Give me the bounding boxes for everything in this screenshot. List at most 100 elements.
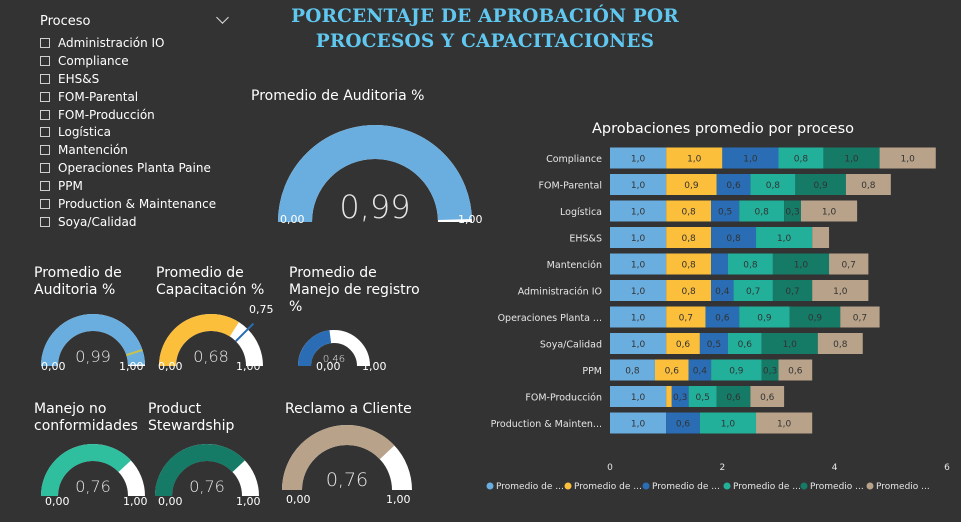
slicer-item[interactable]: PPM [40,177,235,195]
slicer-item[interactable]: FOM-Producción [40,106,235,124]
legend-item[interactable]: Promedio de ... [723,482,801,492]
checkbox[interactable] [40,163,50,174]
bar-segment[interactable] [840,306,880,328]
bar-segment[interactable] [716,386,751,407]
bar-segment[interactable] [610,412,667,434]
bar-segment[interactable] [733,280,773,301]
bar-segment[interactable] [699,412,757,434]
gauge-capacitacion[interactable]: 0,68 [156,312,266,370]
bar-segment[interactable] [666,253,712,275]
bar-segment[interactable] [722,147,779,169]
legend-item[interactable]: Promedio de ... [642,482,720,492]
bar-segment[interactable] [711,253,728,275]
slicer-item[interactable]: Soya/Calidad [40,213,235,231]
bar-segment[interactable] [610,200,667,222]
slicer-item[interactable]: EHS&S [40,70,235,88]
bar-segment[interactable] [784,200,801,222]
checkbox[interactable] [40,198,50,209]
gauge-cliente[interactable]: 0,76 [282,423,412,494]
bar-segment[interactable] [610,306,667,328]
bar-segment[interactable] [716,174,751,195]
checkbox[interactable] [40,181,50,192]
gauge-conformidades[interactable]: 0,76 [38,442,148,500]
bar-segment[interactable] [879,147,936,169]
checkbox[interactable] [40,55,50,66]
bar-segment[interactable] [705,306,740,328]
legend-item[interactable]: Promedio ... [866,482,930,492]
checkbox[interactable] [40,109,50,120]
bar-segment[interactable] [727,333,762,354]
legend-item[interactable]: Promedio de ... [564,482,642,492]
bar-segment[interactable] [750,174,796,195]
checkbox[interactable] [40,216,50,227]
bar-segment[interactable] [610,227,667,248]
bar-segment[interactable] [711,359,762,381]
bar-segment[interactable] [711,227,757,248]
checkbox[interactable] [40,91,50,102]
bar-segment[interactable] [800,200,858,222]
bar-segment[interactable] [699,333,728,354]
bar-segment[interactable] [739,306,790,328]
gauge-auditoria[interactable]: 0,99 [38,312,148,370]
bar-segment[interactable] [750,386,785,407]
bar-segment[interactable] [845,174,891,195]
bar-segment[interactable] [654,359,689,381]
bar-segment[interactable] [761,333,818,354]
bar-segment[interactable] [610,359,655,381]
stacked-bar-chart[interactable]: Compliance 1,0 1,0 1,0 0,8 1,0 1,0 FOM-Parental… [480,145,961,522]
slicer-item[interactable]: FOM-Parental [40,88,235,106]
bar-segment[interactable] [772,280,813,301]
big-auditoria-gauge[interactable]: 0,99 [270,112,480,232]
bar-segment[interactable] [688,359,712,381]
bar-segment[interactable] [772,253,830,275]
bar-segment[interactable] [666,227,712,248]
bar-segment[interactable] [711,200,740,222]
bar-segment[interactable] [739,200,785,222]
bar-segment[interactable] [610,147,667,169]
checkbox[interactable] [40,145,50,156]
bar-segment[interactable] [666,306,706,328]
bar-segment[interactable] [666,280,712,301]
bar-segment[interactable] [666,174,717,195]
bar-segment[interactable] [666,147,723,169]
bar-segment[interactable] [817,333,863,354]
checkbox[interactable] [40,37,50,48]
slicer-item[interactable]: Logística [40,123,235,141]
bar-segment[interactable] [711,280,734,301]
bar-segment[interactable] [610,253,667,275]
bar-segment[interactable] [756,227,813,248]
chevron-down-icon[interactable] [216,11,229,24]
bar-segment[interactable] [812,227,830,248]
bar-segment[interactable] [666,200,712,222]
bar-segment[interactable] [795,174,846,195]
bar-segment[interactable] [610,280,667,301]
slicer-item[interactable]: Compliance [40,52,235,70]
gauge-registro[interactable]: 0,46 [287,312,397,370]
bar-segment[interactable] [610,333,667,354]
checkbox[interactable] [40,127,50,138]
bar-segment[interactable] [778,359,813,381]
bar-segment[interactable] [727,253,773,275]
slicer-item[interactable]: Production & Maintenance [40,195,235,213]
bar-segment[interactable] [666,333,700,354]
bar-segment[interactable] [610,386,667,407]
slicer-item[interactable]: Mantención [40,141,235,159]
bar-segment[interactable] [666,412,700,434]
bar-segment[interactable] [829,253,869,275]
bar-segment[interactable] [671,386,689,407]
legend-item[interactable]: Promedio ... [800,482,864,492]
checkbox[interactable] [40,73,50,84]
slicer-item[interactable]: Administración IO [40,34,235,52]
bar-segment[interactable] [823,147,880,169]
legend-item[interactable]: Promedio de ... [486,482,564,492]
bar-segment[interactable] [610,174,667,195]
bar-segment[interactable] [812,280,869,301]
slicer-item[interactable]: Operaciones Planta Paine [40,159,235,177]
bar-segment[interactable] [778,147,824,169]
bar-segment[interactable] [688,386,717,407]
bar-segment[interactable] [789,306,841,328]
bar-segment[interactable] [666,386,672,407]
bar-segment[interactable] [756,412,813,434]
gauge-stewardship[interactable]: 0,76 [152,442,262,500]
bar-segment[interactable] [761,359,779,381]
